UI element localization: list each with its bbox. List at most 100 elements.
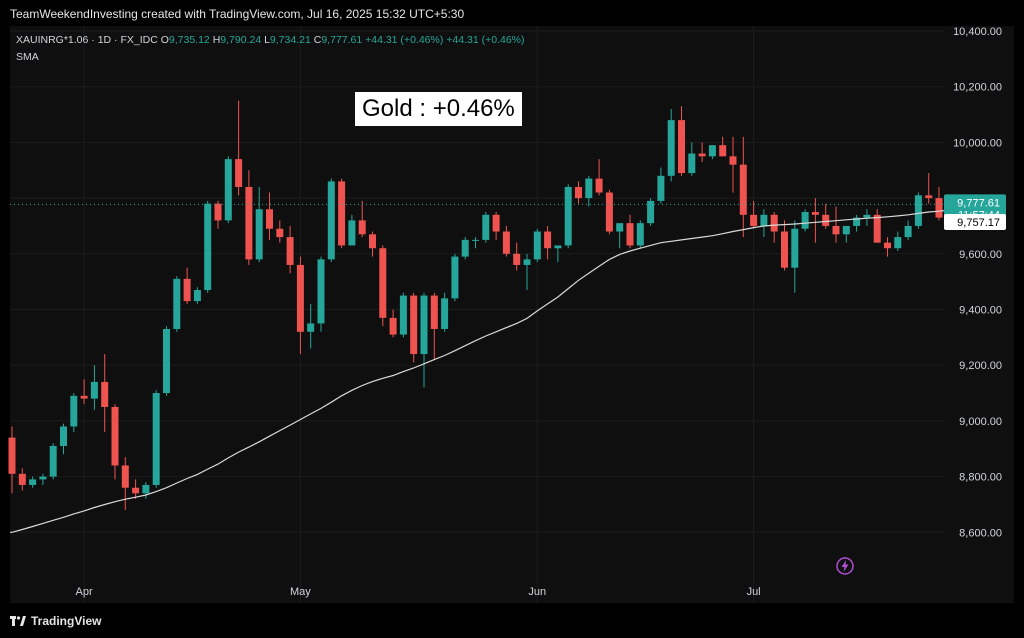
- candle-body: [894, 237, 902, 249]
- sma-indicator-label[interactable]: SMA: [16, 51, 39, 63]
- candle-body: [564, 186, 572, 246]
- low-label: L: [264, 34, 270, 46]
- candle-body: [914, 195, 922, 226]
- candle-body: [626, 223, 634, 246]
- sma-line: [10, 209, 950, 533]
- change-value-secondary: +44.31 (+0.46%): [446, 34, 525, 46]
- candle-body: [585, 178, 593, 199]
- candle-body: [533, 231, 541, 260]
- candle-body: [266, 209, 273, 229]
- candle-body: [358, 220, 366, 235]
- candle-body: [884, 242, 891, 249]
- y-tick-label: 8,800.00: [959, 472, 1002, 484]
- ohlc-legend: XAUINRG*1.06 · 1D · FX_IDC O9,735.12 H9,…: [16, 34, 525, 46]
- candle-body: [605, 192, 613, 232]
- y-tick-label: 10,000.00: [953, 137, 1002, 149]
- tradingview-logo-icon: [10, 616, 26, 626]
- tradingview-logo[interactable]: TradingView: [10, 614, 101, 628]
- candle-body: [523, 259, 531, 265]
- candle-body: [70, 395, 78, 427]
- price-axis[interactable]: [944, 26, 1014, 603]
- candle-body: [863, 214, 871, 218]
- candle-body: [657, 175, 665, 201]
- candle-body: [904, 225, 912, 238]
- candle-body: [430, 295, 438, 329]
- candle-body: [255, 209, 263, 260]
- candle-body: [204, 203, 212, 291]
- candle-body: [8, 437, 16, 474]
- candle-body: [276, 228, 284, 238]
- candle-body: [822, 214, 830, 226]
- candle-body: [389, 317, 397, 335]
- candle-body: [173, 278, 181, 329]
- y-tick-label: 9,000.00: [959, 416, 1002, 428]
- candle-body: [842, 225, 850, 235]
- price-tags: 9,777.6111:57:449,757.17: [10, 194, 1006, 231]
- candle-body: [461, 239, 469, 257]
- candle-body: [60, 426, 67, 446]
- candle-body: [39, 476, 47, 480]
- open-label: O: [160, 34, 169, 46]
- candle-body: [90, 381, 98, 399]
- high-label: H: [212, 34, 221, 46]
- candle-body: [935, 198, 943, 218]
- candle-body: [791, 228, 799, 268]
- sma-price-tag: [944, 214, 1006, 231]
- candle-body: [667, 120, 675, 176]
- low-value: 9,734.21: [269, 34, 311, 46]
- candle-body: [235, 159, 243, 187]
- candle-body: [513, 253, 521, 265]
- sma-price-value: 9,757.17: [957, 217, 1000, 229]
- candle-body: [111, 406, 119, 466]
- candle-body: [492, 214, 500, 232]
- candle-body: [482, 214, 490, 240]
- symbol-label[interactable]: XAUINRG*1.06 · 1D · FX_IDC: [16, 34, 158, 46]
- candle-body: [121, 465, 129, 488]
- candle-body: [163, 328, 170, 394]
- x-tick-label: Apr: [76, 586, 93, 598]
- y-axis: 8,600.00 8,800.00 9,000.00 9,200.00 9,400.00…: [953, 26, 1002, 539]
- candle-body: [544, 231, 552, 249]
- candle-body: [420, 295, 428, 355]
- candle-body: [678, 120, 685, 174]
- candle-body: [616, 223, 624, 232]
- credit-text: TeamWeekendInvesting created with Tradin…: [10, 7, 465, 21]
- candle-body: [142, 484, 150, 494]
- lightning-bolt-icon[interactable]: [836, 557, 854, 575]
- close-value: 9,777.61: [321, 34, 363, 46]
- candle-body: [307, 323, 315, 332]
- candle-body: [338, 181, 346, 246]
- y-tick-label: 9,600.00: [959, 249, 1002, 261]
- candle-body: [595, 178, 603, 193]
- candle-body: [369, 234, 376, 249]
- candle-body: [698, 153, 706, 157]
- x-tick-label: May: [290, 586, 311, 598]
- y-tick-label: 8,600.00: [959, 527, 1002, 539]
- x-tick-label: Jun: [528, 586, 546, 598]
- candle-body: [873, 214, 881, 243]
- y-tick-label: 9,200.00: [959, 360, 1002, 372]
- candle-body: [224, 159, 232, 221]
- candle-body: [214, 203, 222, 221]
- candle-body: [152, 393, 160, 485]
- candle-body: [441, 298, 449, 329]
- bottom-bar: [0, 603, 1024, 638]
- candle-body: [925, 195, 933, 199]
- close-label: C: [313, 34, 322, 46]
- candle-body: [132, 487, 140, 494]
- candle-body: [729, 156, 737, 165]
- last-price-value: 9,777.61: [957, 197, 1000, 209]
- sma-series: [10, 209, 950, 533]
- candle-body: [18, 473, 26, 485]
- candle-body: [853, 217, 861, 226]
- y-tick-label: 10,400.00: [953, 26, 1002, 38]
- candle-body: [286, 237, 294, 265]
- x-tick-label: Jul: [747, 586, 761, 598]
- candle-body: [327, 181, 335, 260]
- candle-body: [647, 200, 655, 224]
- candle-body: [739, 164, 747, 215]
- y-tick-label: 9,400.00: [959, 305, 1002, 317]
- candle-body: [245, 186, 253, 260]
- change-value: +44.31 (+0.46%): [365, 34, 444, 46]
